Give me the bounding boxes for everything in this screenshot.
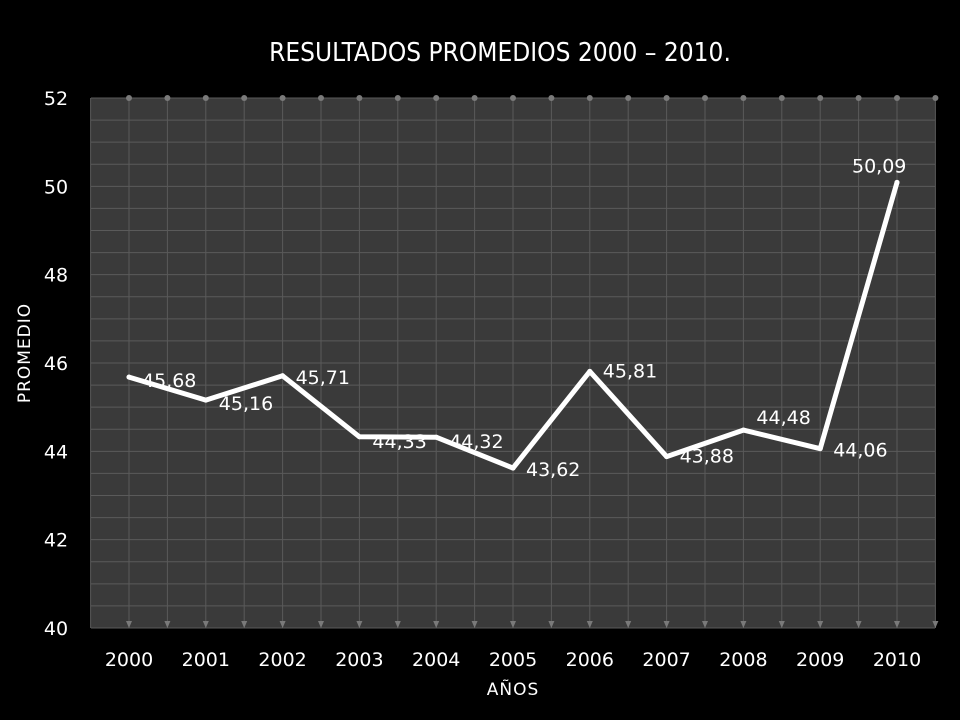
grid-top-dot xyxy=(625,95,632,101)
grid-top-dot xyxy=(279,95,286,101)
x-tick-labels: 2000 2001 2002 2003 2004 2005 2006 2007 2008 2009… xyxy=(105,649,921,671)
data-label: 43,88 xyxy=(680,446,734,468)
x-tick-label: 2010 xyxy=(873,649,921,671)
y-tick-label: 42 xyxy=(44,530,68,552)
x-tick-label: 2000 xyxy=(105,649,153,671)
grid-bottom-marker xyxy=(663,621,670,628)
x-tick-label: 2002 xyxy=(258,649,306,671)
grid-bottom-marker xyxy=(164,621,171,628)
grid-top-dot xyxy=(241,95,248,101)
grid-top-dot xyxy=(894,95,900,101)
grid-top-dot xyxy=(394,95,401,101)
grid-top-dot xyxy=(855,95,862,101)
x-tick-label: 2007 xyxy=(642,649,690,671)
grid-top-dot xyxy=(202,95,209,101)
grid-top-dot xyxy=(586,95,593,101)
grid-top-dot xyxy=(433,95,440,101)
x-tick-label: 2001 xyxy=(182,649,230,671)
grid-top-dot xyxy=(471,95,478,101)
grid-top-dot xyxy=(740,95,747,101)
grid-markers xyxy=(126,95,939,628)
grid-bottom-marker xyxy=(625,621,632,628)
x-tick-label: 2009 xyxy=(796,649,844,671)
data-label: 43,62 xyxy=(526,459,580,481)
grid-top-dot xyxy=(126,95,132,101)
grid-top-dot xyxy=(510,95,516,101)
data-point xyxy=(280,373,286,379)
grid-bottom-marker xyxy=(318,621,324,628)
grid-top-dot xyxy=(356,95,363,101)
data-point xyxy=(894,179,900,185)
grid-top-dot xyxy=(932,95,939,101)
x-tick-label: 2003 xyxy=(335,649,383,671)
data-label: 45,16 xyxy=(219,393,273,415)
y-tick-labels: 40 42 44 46 48 50 52 xyxy=(44,88,68,640)
grid-top-dot xyxy=(702,95,708,101)
grid-bottom-marker xyxy=(126,621,132,628)
grid-top-dot xyxy=(548,95,555,101)
y-tick-label: 44 xyxy=(44,441,68,463)
chart-title: RESULTADOS PROMEDIOS 2000 – 2010. xyxy=(269,38,731,68)
x-axis-title: AÑOS xyxy=(487,678,540,700)
grid-bottom-marker xyxy=(702,621,708,628)
data-label: 45,81 xyxy=(603,360,657,382)
grid-bottom-marker xyxy=(433,621,440,628)
data-point xyxy=(510,465,516,471)
grid-bottom-marker xyxy=(894,621,900,628)
grid-bottom-marker xyxy=(548,621,555,628)
y-tick-label: 46 xyxy=(44,353,68,375)
grid-bottom-marker xyxy=(279,621,286,628)
x-tick-label: 2008 xyxy=(719,649,767,671)
grid-bottom-marker xyxy=(586,621,593,628)
grid-top-dot xyxy=(778,95,785,101)
y-tick-label: 52 xyxy=(44,88,68,110)
grid-bottom-marker xyxy=(740,621,747,628)
data-point xyxy=(740,427,746,433)
grid-bottom-marker xyxy=(932,621,939,628)
grid-bottom-marker xyxy=(510,621,516,628)
x-tick-label: 2005 xyxy=(489,649,537,671)
data-labels: 45,68 45,16 45,71 44,33 44,32 43,62 45,81 43,88… xyxy=(142,155,906,481)
data-label: 44,48 xyxy=(756,407,810,429)
data-point xyxy=(664,454,670,460)
grid-bottom-marker xyxy=(855,621,862,628)
data-label: 44,32 xyxy=(449,431,503,453)
grid-top-dot xyxy=(663,95,670,101)
y-axis-title: PROMEDIO xyxy=(15,303,35,403)
grid-bottom-marker xyxy=(202,621,209,628)
x-tick-label: 2004 xyxy=(412,649,460,671)
y-tick-label: 40 xyxy=(44,618,68,640)
grid-bottom-marker xyxy=(471,621,478,628)
data-point xyxy=(126,374,132,380)
grid-top-dot xyxy=(318,95,324,101)
data-point xyxy=(356,434,362,440)
series-layer xyxy=(126,179,900,471)
data-label: 44,33 xyxy=(372,431,426,453)
data-point xyxy=(587,368,593,374)
data-label: 45,68 xyxy=(142,370,196,392)
y-tick-label: 48 xyxy=(44,265,68,287)
grid-top-dot xyxy=(817,95,824,101)
data-label: 44,06 xyxy=(833,440,887,462)
grid-bottom-marker xyxy=(817,621,824,628)
grid-bottom-marker xyxy=(356,621,363,628)
grid-bottom-marker xyxy=(394,621,401,628)
x-tick-label: 2006 xyxy=(566,649,614,671)
data-point xyxy=(817,446,823,452)
data-label: 50,09 xyxy=(852,155,906,177)
grid-bottom-marker xyxy=(241,621,248,628)
data-point xyxy=(433,434,439,440)
grid-bottom-marker xyxy=(778,621,785,628)
data-point xyxy=(203,397,209,403)
y-tick-label: 50 xyxy=(44,176,68,198)
data-label: 45,71 xyxy=(296,367,350,389)
grid-top-dot xyxy=(164,95,171,101)
